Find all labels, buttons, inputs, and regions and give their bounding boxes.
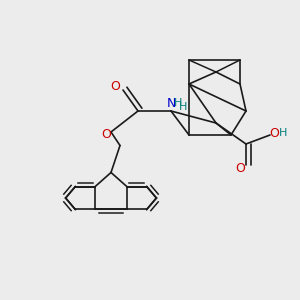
Text: H: H (174, 98, 183, 109)
Text: O: O (111, 80, 120, 94)
Text: N: N (166, 97, 176, 110)
Text: H: H (278, 128, 287, 139)
Text: O: O (270, 127, 279, 140)
Text: O: O (236, 161, 245, 175)
Text: H: H (179, 101, 187, 112)
Text: O: O (102, 128, 111, 142)
